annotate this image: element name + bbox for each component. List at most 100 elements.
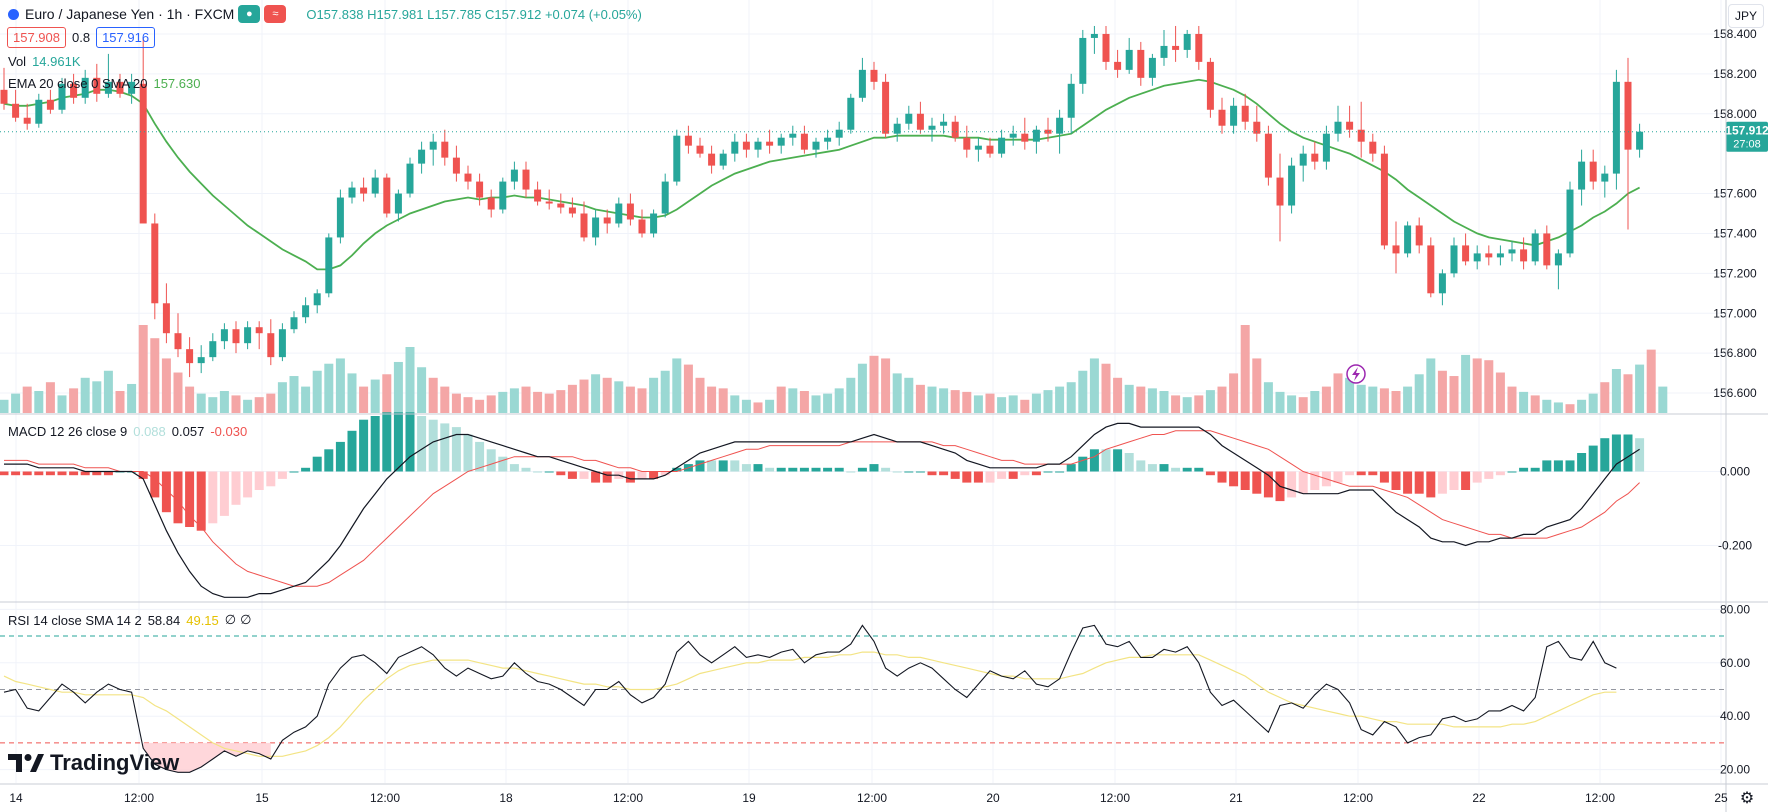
time-tick-label: 12:00 bbox=[370, 791, 400, 805]
volume-bar bbox=[1240, 325, 1250, 413]
candle-body bbox=[116, 81, 124, 94]
macd-hist-bar bbox=[521, 467, 531, 472]
rsi-tick-label: 60.00 bbox=[1720, 656, 1750, 670]
volume-bar bbox=[892, 373, 902, 413]
time-tick-label: 12:00 bbox=[1343, 791, 1373, 805]
candle-body bbox=[255, 327, 263, 334]
macd-hist-bar bbox=[266, 471, 276, 487]
volume-bars bbox=[0, 325, 1668, 413]
buy-price[interactable]: 157.916 bbox=[96, 27, 156, 48]
symbol-title[interactable]: Euro / Japanese Yen · 1h · FXCM bbox=[25, 6, 235, 22]
candle-body bbox=[1346, 121, 1354, 130]
candle-body bbox=[1554, 253, 1562, 266]
volume-bar bbox=[776, 386, 786, 413]
volume-bar bbox=[660, 370, 670, 413]
status-dot-icon[interactable]: ● bbox=[238, 5, 261, 23]
rsi-legend[interactable]: RSI 14 close SMA 14 2 58.84 49.15 ∅ ∅ bbox=[8, 612, 252, 628]
macd-hist-bar bbox=[1635, 438, 1645, 472]
candle-body bbox=[766, 141, 774, 146]
ema-value: 157.630 bbox=[153, 76, 201, 91]
volume-bar bbox=[973, 395, 983, 413]
macd-hist-bar bbox=[1078, 456, 1088, 472]
last-price-tag bbox=[1726, 121, 1768, 152]
settings-gear-icon[interactable]: ⚙ bbox=[1739, 790, 1755, 807]
price-tick-label: 157.600 bbox=[1713, 187, 1757, 201]
macd-hist-bar bbox=[625, 471, 635, 483]
macd-hist-bar bbox=[1553, 460, 1563, 472]
tradingview-logo[interactable]: TradingView bbox=[8, 750, 179, 776]
macd-hist-bar bbox=[1403, 471, 1413, 494]
volume-bar bbox=[962, 391, 972, 413]
macd-hist-bar bbox=[185, 471, 195, 527]
macd-hist-bar bbox=[1507, 471, 1517, 473]
macd-hist-value: 0.088 bbox=[133, 424, 166, 439]
macd-hist-bar bbox=[741, 464, 751, 472]
macd-hist-bar bbox=[486, 449, 496, 472]
volume-bar bbox=[1159, 391, 1169, 413]
volume-bar bbox=[857, 363, 867, 413]
macd-hist-bar bbox=[440, 423, 450, 472]
candle-body bbox=[708, 153, 716, 166]
candle-body bbox=[1253, 121, 1261, 134]
currency-selector[interactable]: JPY bbox=[1728, 4, 1764, 28]
sell-price[interactable]: 157.908 bbox=[7, 27, 66, 48]
candle-body bbox=[128, 81, 136, 94]
rsi-sma-line bbox=[3, 651, 1617, 757]
macd-hist-bar bbox=[939, 471, 949, 476]
volume-bar bbox=[301, 386, 311, 413]
candle-body bbox=[998, 137, 1006, 154]
candle-body bbox=[93, 77, 101, 94]
volume-bar bbox=[150, 338, 160, 413]
time-tick-label: 12:00 bbox=[857, 791, 887, 805]
candle-body bbox=[452, 157, 460, 174]
countdown-label: 27:08 bbox=[1733, 139, 1761, 151]
macd-hist-bar bbox=[730, 460, 740, 472]
macd-hist-bar bbox=[324, 449, 334, 472]
volume-bar bbox=[185, 386, 195, 413]
macd-hist-bar bbox=[1263, 471, 1273, 498]
vol-legend[interactable]: Vol 14.961K bbox=[8, 54, 81, 69]
volume-bar bbox=[486, 395, 496, 413]
volume-bar bbox=[1194, 395, 1204, 413]
rsi-value: 58.84 bbox=[147, 612, 181, 628]
candle-body bbox=[800, 133, 808, 150]
volume-bar bbox=[1403, 386, 1413, 413]
volume-bar bbox=[1217, 386, 1227, 413]
candle-body bbox=[394, 193, 402, 214]
price-tick-label: 157.400 bbox=[1713, 226, 1757, 240]
volume-bar bbox=[567, 384, 577, 413]
macd-hist-bar bbox=[1089, 449, 1099, 472]
volume-bar bbox=[1356, 384, 1366, 413]
volume-bar bbox=[788, 388, 798, 413]
candle-body bbox=[371, 177, 379, 194]
candle-body bbox=[360, 187, 368, 194]
ohlc-high: H157.981 bbox=[367, 6, 424, 22]
ema-legend[interactable]: EMA 20 close 0 SMA 20 157.630 bbox=[8, 76, 201, 91]
ohlc-open: O157.838 bbox=[306, 6, 364, 22]
volume-bar bbox=[219, 391, 229, 413]
macd-hist-bar bbox=[556, 471, 566, 476]
candle-body bbox=[1322, 133, 1330, 162]
volume-bar bbox=[591, 374, 601, 413]
volume-bar bbox=[1507, 386, 1517, 413]
rsi-tick-label: 20.00 bbox=[1720, 763, 1750, 777]
candles[interactable] bbox=[0, 25, 1644, 378]
candle-body bbox=[406, 163, 414, 194]
volume-bar bbox=[405, 347, 415, 413]
price-tick-label: 156.800 bbox=[1713, 346, 1757, 360]
volume-bar bbox=[1588, 393, 1598, 413]
candle-body bbox=[1172, 45, 1180, 50]
volume-bar bbox=[683, 364, 693, 413]
candle-body bbox=[0, 89, 8, 104]
macd-hist-bar bbox=[985, 471, 995, 483]
price-tick-label: 158.000 bbox=[1713, 107, 1757, 121]
macd-hist-bar bbox=[1379, 471, 1389, 483]
approx-icon[interactable]: ≈ bbox=[264, 5, 287, 23]
candle-body bbox=[650, 213, 658, 234]
macd-legend[interactable]: MACD 12 26 close 9 0.088 0.057 -0.030 bbox=[8, 424, 248, 439]
volume-bar bbox=[1136, 386, 1146, 413]
candle-body bbox=[1357, 129, 1365, 142]
volume-bar bbox=[312, 370, 322, 413]
